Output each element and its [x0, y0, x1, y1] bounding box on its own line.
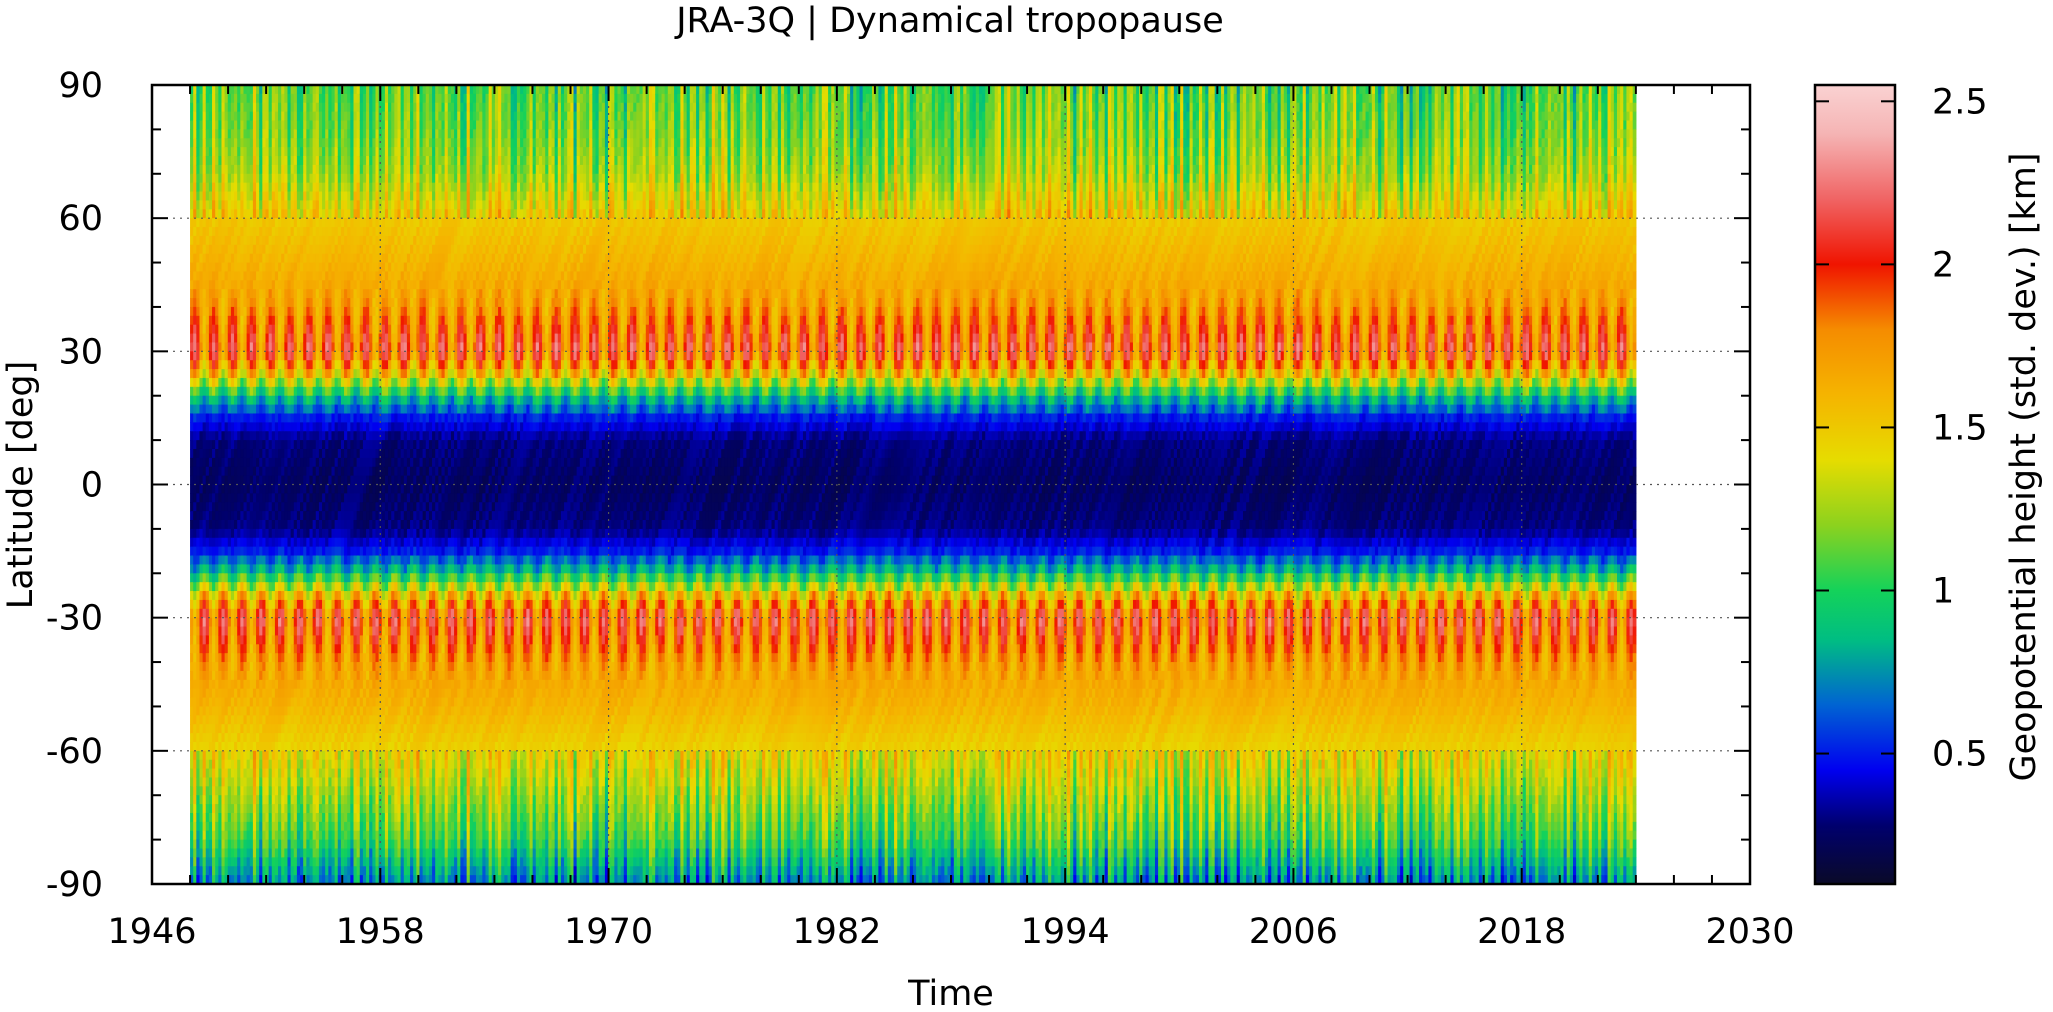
chart-title: JRA-3Q | Dynamical tropopause [674, 1, 1224, 41]
